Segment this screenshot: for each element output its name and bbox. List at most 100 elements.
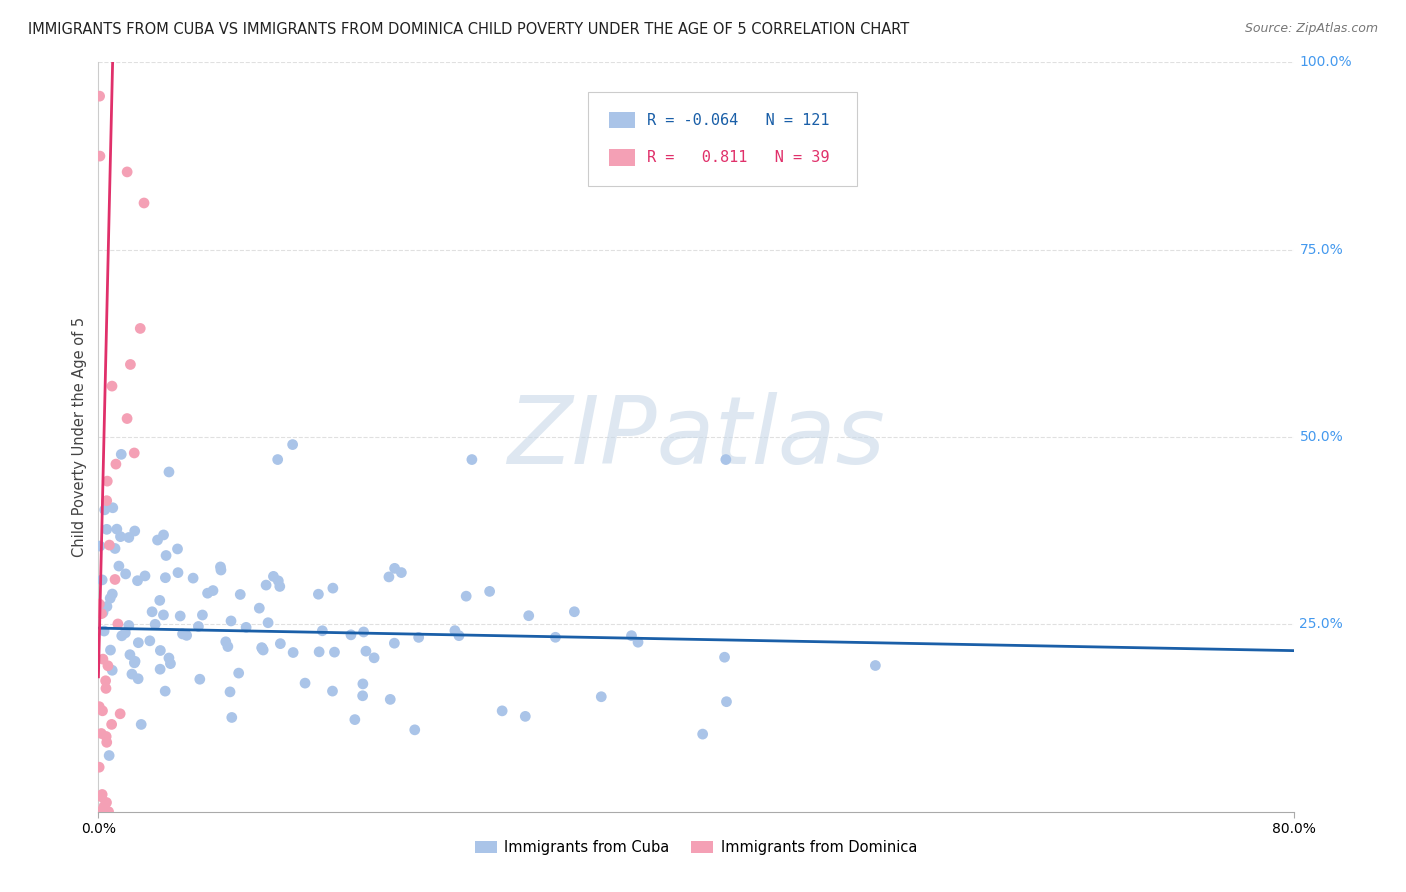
- Point: [714, 452, 737, 467]
- Point: [544, 630, 567, 644]
- Point: [252, 643, 274, 657]
- Point: [716, 695, 738, 709]
- Point: [157, 651, 180, 665]
- Point: [91, 573, 114, 587]
- Point: [269, 637, 291, 651]
- Point: [107, 616, 129, 631]
- Point: [149, 662, 172, 676]
- Point: [517, 608, 540, 623]
- Point: [101, 587, 124, 601]
- Point: [321, 684, 343, 698]
- Point: [96, 730, 118, 744]
- Text: 75.0%: 75.0%: [1299, 243, 1343, 257]
- Point: [124, 654, 146, 668]
- Point: [89, 699, 111, 714]
- Point: [197, 586, 219, 600]
- Point: [96, 474, 118, 488]
- Point: [115, 411, 138, 425]
- Point: [167, 566, 190, 580]
- Point: [155, 571, 177, 585]
- Point: [250, 641, 273, 656]
- Point: [307, 587, 329, 601]
- Point: [209, 560, 232, 574]
- Point: [380, 692, 402, 706]
- Point: [262, 569, 284, 583]
- Point: [408, 631, 430, 645]
- Point: [100, 717, 122, 731]
- Point: [104, 457, 127, 471]
- Point: [100, 643, 122, 657]
- Y-axis label: Child Poverty Under the Age of 5: Child Poverty Under the Age of 5: [72, 317, 87, 558]
- Point: [127, 636, 149, 650]
- Point: [93, 503, 115, 517]
- Point: [94, 681, 117, 696]
- Point: [98, 538, 121, 552]
- Point: [90, 805, 112, 819]
- Point: [93, 799, 115, 814]
- Point: [620, 629, 643, 643]
- Text: 50.0%: 50.0%: [1299, 430, 1343, 444]
- Point: [215, 635, 238, 649]
- Point: [96, 493, 118, 508]
- Point: [105, 522, 128, 536]
- Point: [281, 437, 304, 451]
- Point: [91, 606, 114, 620]
- Point: [713, 650, 735, 665]
- Point: [352, 677, 374, 691]
- Text: R =   0.811   N = 39: R = 0.811 N = 39: [647, 150, 830, 165]
- Point: [118, 618, 141, 632]
- Point: [152, 607, 174, 622]
- Point: [257, 615, 280, 630]
- Point: [134, 569, 156, 583]
- Point: [120, 358, 142, 372]
- Point: [108, 706, 131, 721]
- Point: [143, 617, 166, 632]
- Point: [97, 805, 120, 819]
- Point: [447, 629, 470, 643]
- Point: [94, 673, 117, 688]
- Point: [267, 574, 290, 588]
- Point: [221, 710, 243, 724]
- Point: [96, 796, 118, 810]
- Point: [139, 633, 162, 648]
- Text: IMMIGRANTS FROM CUBA VS IMMIGRANTS FROM DOMINICA CHILD POVERTY UNDER THE AGE OF : IMMIGRANTS FROM CUBA VS IMMIGRANTS FROM …: [28, 22, 910, 37]
- FancyBboxPatch shape: [589, 93, 858, 186]
- Point: [97, 658, 120, 673]
- Point: [201, 583, 224, 598]
- Point: [591, 690, 613, 704]
- Point: [89, 89, 111, 103]
- Point: [110, 530, 132, 544]
- Point: [96, 599, 118, 614]
- Point: [354, 644, 377, 658]
- Point: [404, 723, 426, 737]
- Point: [129, 321, 152, 335]
- Point: [89, 805, 111, 819]
- Point: [96, 735, 118, 749]
- Point: [91, 704, 114, 718]
- Point: [124, 656, 146, 670]
- Point: [323, 645, 346, 659]
- Point: [127, 574, 149, 588]
- Point: [127, 672, 149, 686]
- Point: [247, 601, 270, 615]
- Point: [114, 626, 136, 640]
- Point: [191, 607, 214, 622]
- Point: [229, 587, 252, 601]
- Point: [89, 539, 111, 553]
- Point: [343, 713, 366, 727]
- Point: [98, 591, 121, 606]
- Point: [169, 609, 191, 624]
- Point: [108, 559, 131, 574]
- Point: [152, 528, 174, 542]
- Point: [89, 597, 111, 611]
- Point: [281, 646, 304, 660]
- Point: [456, 589, 478, 603]
- Point: [352, 689, 374, 703]
- Point: [444, 624, 467, 638]
- Point: [104, 541, 127, 556]
- Point: [491, 704, 513, 718]
- Text: Source: ZipAtlas.com: Source: ZipAtlas.com: [1244, 22, 1378, 36]
- Point: [132, 196, 155, 211]
- Point: [564, 605, 586, 619]
- Point: [181, 571, 204, 585]
